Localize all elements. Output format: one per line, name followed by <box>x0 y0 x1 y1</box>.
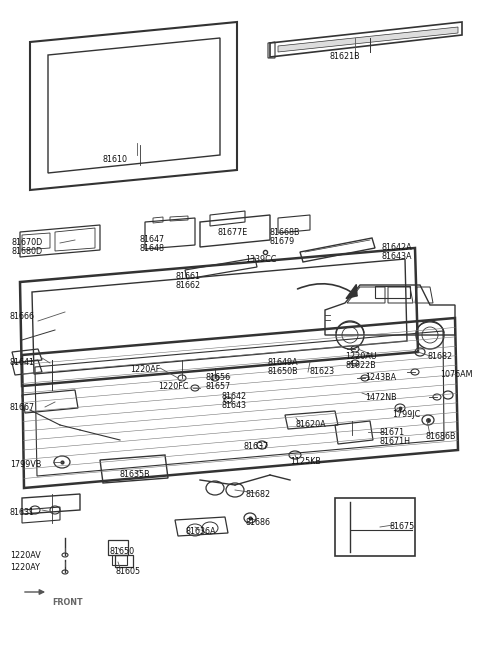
Text: 81667: 81667 <box>10 403 35 412</box>
Text: 81641: 81641 <box>10 358 35 367</box>
Text: 81620A: 81620A <box>295 420 325 429</box>
Bar <box>335 498 415 556</box>
Text: 81642: 81642 <box>222 392 247 401</box>
Text: 81605: 81605 <box>115 567 140 576</box>
Text: 1220FC: 1220FC <box>158 382 188 391</box>
Text: 81643A: 81643A <box>382 252 412 261</box>
Text: 81680D: 81680D <box>12 247 43 256</box>
Text: 81656: 81656 <box>205 373 230 382</box>
Text: 81675: 81675 <box>390 522 415 531</box>
Bar <box>375 286 410 298</box>
Text: 1125KB: 1125KB <box>290 457 321 466</box>
Text: 1243BA: 1243BA <box>365 373 396 382</box>
Text: 1339CC: 1339CC <box>245 255 276 264</box>
Text: 81622B: 81622B <box>345 361 376 370</box>
Text: FRONT: FRONT <box>52 598 83 607</box>
Text: 81621B: 81621B <box>330 52 360 61</box>
Text: 81677E: 81677E <box>218 228 248 237</box>
Text: 81631: 81631 <box>10 508 35 517</box>
Text: 81682: 81682 <box>245 490 270 499</box>
Text: 81649A: 81649A <box>268 358 299 367</box>
Text: 81662: 81662 <box>175 281 200 290</box>
Text: 81650B: 81650B <box>268 367 299 376</box>
Polygon shape <box>278 27 458 52</box>
Text: 1076AM: 1076AM <box>440 370 472 379</box>
Text: 81682: 81682 <box>428 352 453 361</box>
Text: 81686B: 81686B <box>426 432 456 441</box>
Bar <box>112 555 127 565</box>
Text: 1799JC: 1799JC <box>392 410 420 419</box>
Text: 81671: 81671 <box>380 428 405 437</box>
Text: 81636A: 81636A <box>185 527 216 536</box>
Text: 81686: 81686 <box>245 518 270 527</box>
Text: 81671H: 81671H <box>380 437 411 446</box>
Text: 81666: 81666 <box>10 312 35 321</box>
Text: 81610: 81610 <box>103 155 128 164</box>
Text: 81650: 81650 <box>110 547 135 556</box>
Text: 81647: 81647 <box>140 235 165 244</box>
FancyArrowPatch shape <box>298 284 357 298</box>
Text: 1220AV: 1220AV <box>10 551 41 560</box>
Text: 81637: 81637 <box>243 442 268 451</box>
Bar <box>108 540 128 555</box>
Text: 1220AU: 1220AU <box>345 352 377 361</box>
Text: 1220AY: 1220AY <box>10 563 40 572</box>
Text: 81670D: 81670D <box>12 238 43 247</box>
Text: 81679: 81679 <box>270 237 295 246</box>
Text: 1220AF: 1220AF <box>130 365 160 374</box>
Text: 81623: 81623 <box>310 367 335 376</box>
Text: 81643: 81643 <box>222 401 247 410</box>
Text: 81642A: 81642A <box>382 243 413 252</box>
Text: 81657: 81657 <box>205 382 230 391</box>
Text: 1799VB: 1799VB <box>10 460 41 469</box>
Text: 81648: 81648 <box>140 244 165 253</box>
Text: 81635B: 81635B <box>120 470 151 479</box>
Text: 1472NB: 1472NB <box>365 393 396 402</box>
Text: 81661: 81661 <box>175 272 200 281</box>
Text: 81668B: 81668B <box>270 228 300 237</box>
Bar <box>115 555 133 567</box>
